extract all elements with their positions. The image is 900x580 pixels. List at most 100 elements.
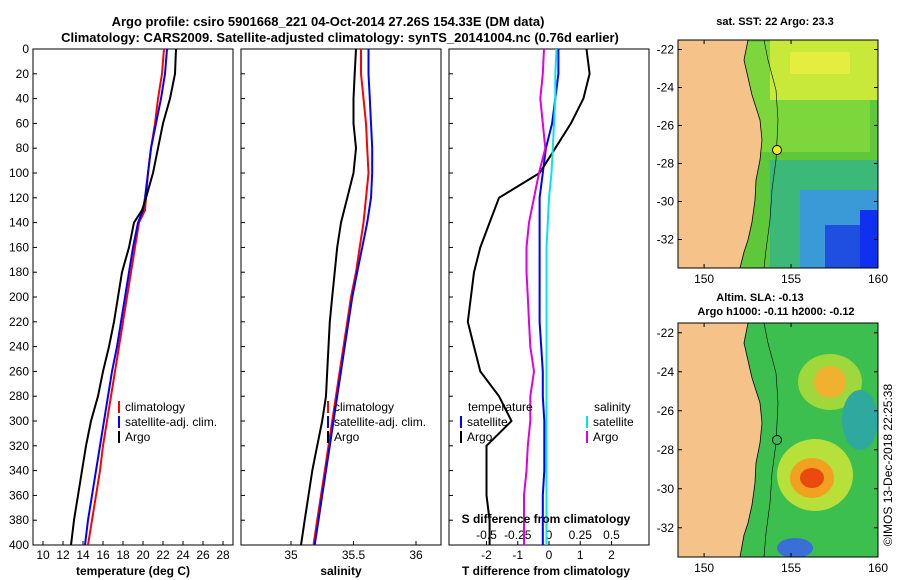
depth-tick-label: 380 — [9, 513, 29, 527]
sla-map-title-line1: Altim. SLA: -0.13 — [716, 292, 803, 304]
sla-argo-marker — [772, 435, 782, 445]
x-tick-label: 12 — [56, 548, 70, 562]
legend-t-argo-label: Argo — [467, 430, 493, 444]
depth-tick-label: 160 — [9, 240, 29, 254]
series-line-climatology — [312, 49, 370, 545]
imos-credit: ©IMOS 13-Dec-2018 22:25:38 — [881, 384, 895, 547]
x-tick-label: 36 — [409, 548, 423, 562]
lat-tick-label: -32 — [657, 233, 675, 247]
s-difference-x-axis: -0.5 -0.25 0 0.25 0.5 — [476, 528, 620, 542]
depth-tick-label: 240 — [9, 340, 29, 354]
depth-tick-label: 100 — [9, 166, 29, 180]
sla-land-australia — [678, 323, 763, 557]
salinity-x-axis: 35 35.5 36 — [284, 541, 423, 562]
x-tick-label: -0.25 — [504, 528, 532, 542]
legend-satellite-label: satellite-adj. clim. — [125, 415, 217, 429]
x-tick-label: 26 — [196, 548, 210, 562]
sst-map-axes: -22 -24 -26 -28 -30 -32 150 155 160 — [657, 40, 888, 286]
depth-tick-label: 200 — [9, 290, 29, 304]
lat-tick-label: -26 — [657, 119, 675, 133]
legend-argo-label: Argo — [334, 430, 360, 444]
depth-axis: 0 20 40 60 80 100 120 140 160 180 200 220 240 260 280 3… — [9, 42, 453, 552]
series-line-temperature-satellite — [538, 49, 560, 545]
lat-tick-label: -30 — [657, 195, 675, 209]
depth-tick-label: 280 — [9, 389, 29, 403]
sst-deep-blue — [860, 210, 878, 268]
salinity-axis-label: salinity — [320, 564, 362, 578]
legend-salinity-title: salinity — [594, 400, 631, 414]
difference-panel-frame — [448, 48, 650, 546]
legend-s-argo-label: Argo — [593, 430, 619, 444]
lat-tick-label: -22 — [657, 326, 675, 340]
legend-temperature-title: temperature — [468, 400, 533, 414]
x-tick-label: 35.5 — [342, 548, 366, 562]
legend-satellite-label: satellite-adj. clim. — [334, 415, 426, 429]
x-tick-label: 10 — [36, 548, 50, 562]
x-tick-label: -1 — [512, 548, 523, 562]
depth-tick-label: 140 — [9, 216, 29, 230]
sla-map-axes: -22 -24 -26 -28 -30 -32 150 155 160 — [657, 323, 888, 575]
x-tick-label: 0 — [546, 528, 553, 542]
depth-tick-label: 180 — [9, 265, 29, 279]
lon-tick-label: 150 — [694, 561, 714, 575]
t-difference-x-axis: -2 -1 0 1 2 — [481, 541, 615, 562]
figure-title-line1: Argo profile: csiro 5901668_221 04-Oct-2… — [112, 14, 545, 29]
lat-tick-label: -28 — [657, 443, 675, 457]
lat-tick-label: -26 — [657, 404, 675, 418]
lat-tick-label: -28 — [657, 157, 675, 171]
lon-tick-label: 160 — [868, 272, 888, 286]
sst-map-title: sat. SST: 22 Argo: 23.3 — [716, 16, 834, 28]
x-tick-label: 24 — [176, 548, 190, 562]
x-tick-label: 16 — [96, 548, 110, 562]
x-tick-label: 2 — [608, 548, 615, 562]
sst-shelf-contour — [763, 40, 779, 268]
lat-tick-label: -24 — [657, 365, 675, 379]
temperature-panel-frame — [32, 48, 234, 546]
lon-tick-label: 155 — [781, 272, 801, 286]
lon-tick-label: 155 — [781, 561, 801, 575]
sla-low-anomaly — [777, 538, 813, 557]
sst-map-frame — [677, 39, 879, 269]
salinity-profiles — [300, 49, 374, 545]
legend-climatology-label: climatology — [334, 400, 394, 414]
series-line-argo — [70, 49, 177, 545]
x-tick-label: 28 — [216, 548, 230, 562]
lat-tick-label: -22 — [657, 43, 675, 57]
temperature-legend: climatology satellite-adj. clim. Argo — [118, 400, 217, 444]
temperature-profiles — [70, 49, 177, 545]
x-tick-label: 0 — [546, 548, 553, 562]
depth-tick-label: 320 — [9, 439, 29, 453]
difference-profiles — [466, 49, 591, 545]
lat-tick-label: -24 — [657, 81, 675, 95]
sst-warm-patch — [790, 52, 850, 74]
lon-tick-label: 150 — [694, 272, 714, 286]
salinity-legend: climatology satellite-adj. clim. Argo — [327, 400, 426, 444]
temperature-x-axis: 10 12 14 16 18 20 22 24 26 28 — [36, 541, 230, 562]
depth-tick-label: 400 — [9, 538, 29, 552]
sst-map — [678, 40, 878, 268]
depth-tick-label: 300 — [9, 414, 29, 428]
lat-tick-label: -32 — [657, 521, 675, 535]
t-difference-axis-label: T difference from climatology — [462, 564, 630, 578]
series-line-salinity-argo — [523, 49, 547, 545]
series-line-satellite-adj-clim- — [313, 49, 374, 545]
x-tick-label: 35 — [284, 548, 298, 562]
s-difference-axis-label: S difference from climatology — [462, 512, 631, 526]
difference-legend: temperature satellite Argo salinity sate… — [460, 400, 634, 444]
legend-t-satellite-label: satellite — [467, 415, 508, 429]
sla-eddy-core — [800, 468, 824, 488]
x-tick-label: 0.25 — [569, 528, 593, 542]
x-tick-label: 22 — [156, 548, 170, 562]
depth-tick-label: 0 — [22, 42, 29, 56]
sst-land-australia — [678, 40, 763, 268]
depth-tick-label: 260 — [9, 364, 29, 378]
depth-tick-label: 60 — [16, 116, 30, 130]
sla-map-title-line2: Argo h1000: -0.11 h2000: -0.12 — [697, 306, 854, 318]
series-line-temperature-argo — [466, 49, 591, 545]
lon-tick-label: 160 — [868, 561, 888, 575]
sla-negative-anomaly — [842, 390, 878, 450]
series-line-satellite-adj-clim- — [84, 49, 168, 545]
sst-argo-marker — [772, 145, 782, 155]
sla-positive-core — [814, 366, 846, 398]
